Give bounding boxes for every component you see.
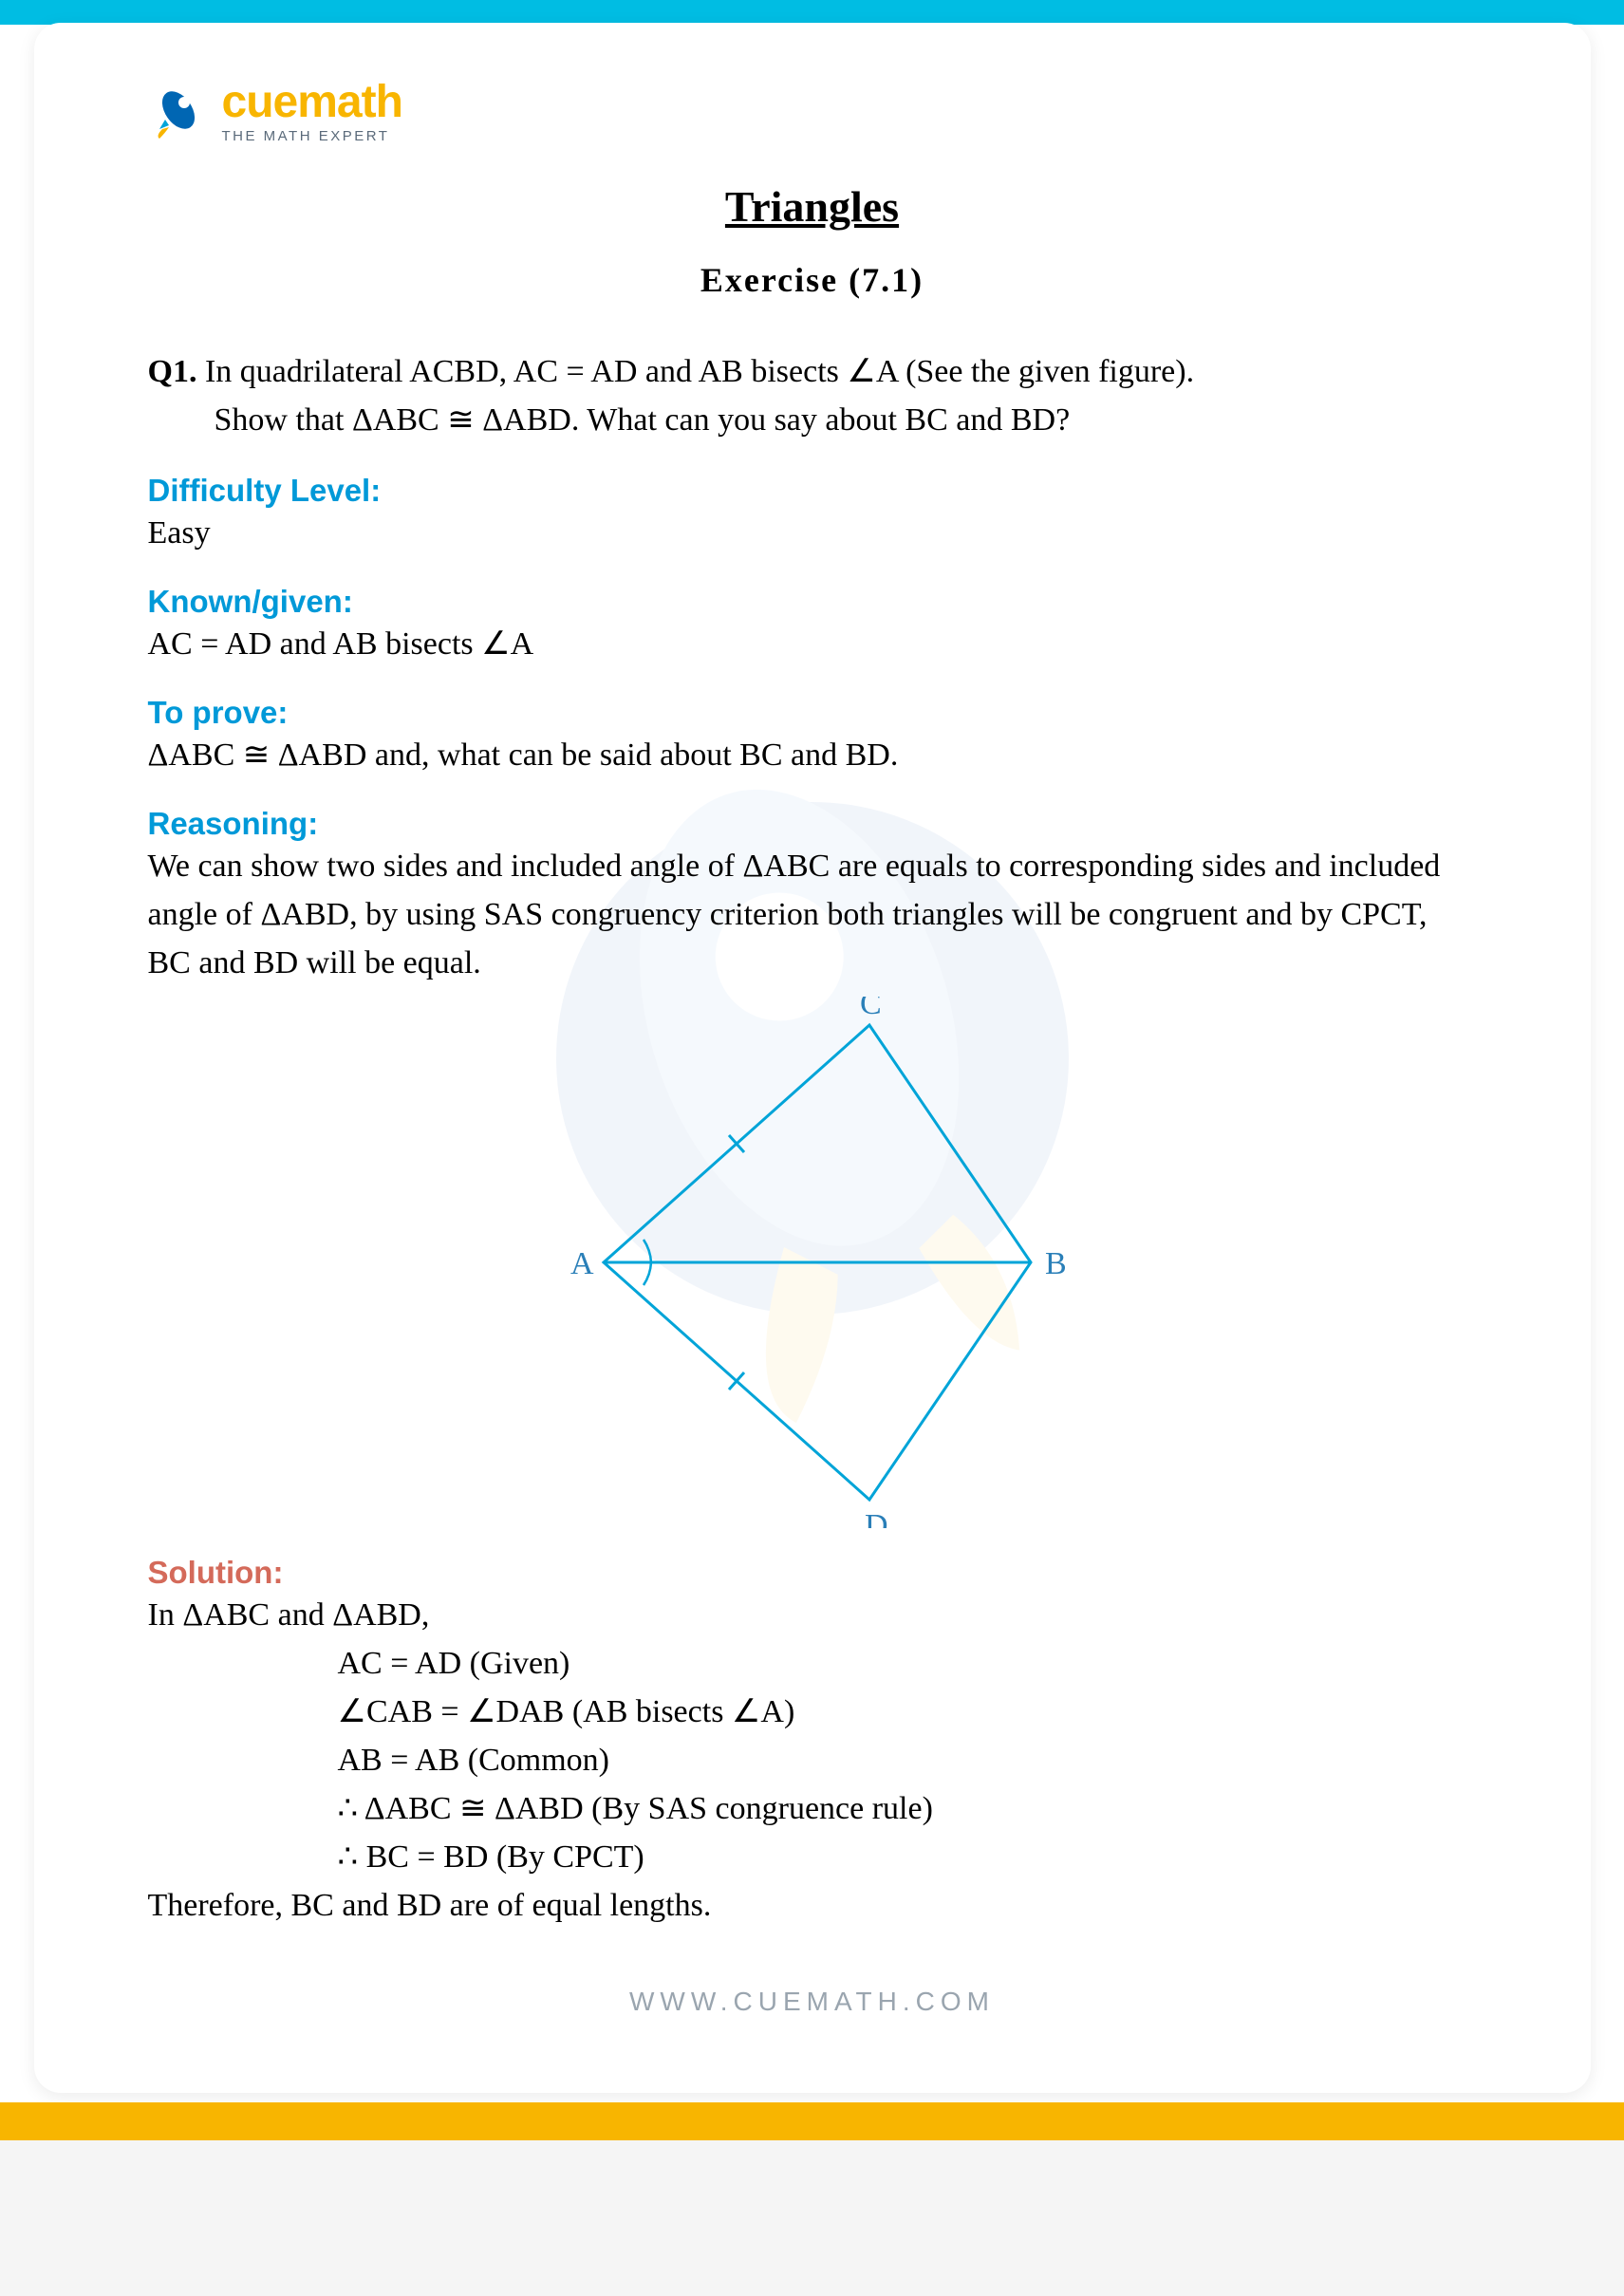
solution-step: AB = AB (Common) (338, 1736, 1477, 1784)
brand-logo: cuemath THE MATH EXPERT (148, 80, 1477, 143)
toprove-value: ΔABC ≅ ΔABD and, what can be said about … (148, 731, 1477, 779)
solution-step: ∴ BC = BD (By CPCT) (338, 1833, 1477, 1881)
quadrilateral-diagram: A B C D (148, 997, 1477, 1528)
known-label: Known/given: (148, 584, 1477, 620)
diagram-svg: A B C D (518, 997, 1107, 1528)
svg-text:B: B (1045, 1246, 1067, 1281)
reasoning-label: Reasoning: (148, 806, 1477, 842)
difficulty-label: Difficulty Level: (148, 473, 1477, 509)
svg-text:C: C (860, 997, 882, 1021)
solution-label: Solution: (148, 1555, 1477, 1591)
solution-step: ∠CAB = ∠DAB (AB bisects ∠A) (338, 1688, 1477, 1736)
solution-steps: AC = AD (Given)∠CAB = ∠DAB (AB bisects ∠… (338, 1639, 1477, 1881)
known-value: AC = AD and AB bisects ∠A (148, 620, 1477, 668)
question-number: Q1. (148, 354, 197, 389)
solution-step: AC = AD (Given) (338, 1639, 1477, 1688)
footer-url: WWW.CUEMATH.COM (148, 1987, 1477, 2017)
svg-text:A: A (570, 1246, 594, 1281)
toprove-label: To prove: (148, 695, 1477, 731)
reasoning-text: We can show two sides and included angle… (148, 842, 1477, 987)
rocket-icon (148, 84, 205, 140)
logo-sub-text: THE MATH EXPERT (222, 129, 402, 143)
top-accent-bar (0, 0, 1624, 25)
bottom-accent-bar (0, 2102, 1624, 2140)
solution-intro: In ΔABC and ΔABD, (148, 1591, 1477, 1639)
solution-conclusion: Therefore, BC and BD are of equal length… (148, 1881, 1477, 1930)
solution-step: ∴ ΔABC ≅ ΔABD (By SAS congruence rule) (338, 1784, 1477, 1833)
difficulty-value: Easy (148, 509, 1477, 557)
document-page: cuemath THE MATH EXPERT Triangles Exerci… (34, 23, 1591, 2093)
svg-text:D: D (865, 1508, 888, 1528)
exercise-label: Exercise (7.1) (148, 260, 1477, 300)
question-text: In quadrilateral ACBD, AC = AD and AB bi… (205, 354, 1194, 389)
page-title: Triangles (148, 181, 1477, 232)
logo-main-text: cuemath (222, 80, 402, 125)
question-block: Q1. In quadrilateral ACBD, AC = AD and A… (148, 347, 1477, 444)
